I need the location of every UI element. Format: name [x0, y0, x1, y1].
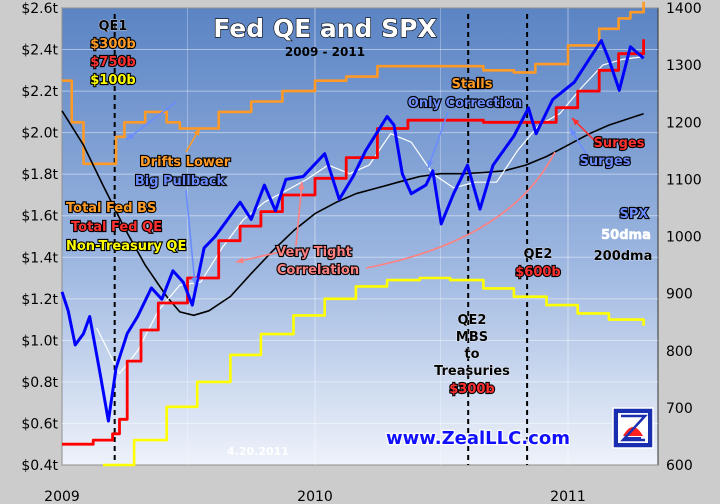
legend-50dma: 50dma	[601, 228, 651, 243]
annotation-arrows	[125, 101, 597, 286]
qe2-amount-600: $600b	[515, 265, 561, 280]
chart-title: Fed QE and SPX	[213, 14, 437, 43]
y-left-tick-label: $2.4t	[21, 43, 58, 59]
y-right-tick-label: 1300	[666, 58, 702, 74]
y-right-tick-label: 700	[666, 401, 693, 417]
plot-area	[61, 7, 659, 466]
brand-url: www.ZealLLC.com	[386, 428, 570, 449]
y-left-tick-label: $2.6t	[21, 1, 58, 17]
legend-total-fed-bs: Total Fed BS	[66, 201, 156, 216]
surges-blue-label: Surges	[580, 154, 631, 169]
legend-non-treasury-qe: Non-Treasury QE	[66, 239, 186, 254]
y-left-tick-label: $2.2t	[21, 84, 58, 100]
gridlines	[61, 7, 658, 466]
event-lines	[113, 14, 529, 465]
qe1-amount-100: $100b	[90, 73, 136, 88]
arrow-tight-curve	[365, 151, 556, 269]
y-right-tick-label: 1400	[666, 1, 702, 17]
y-left-tick-label: $1.4t	[21, 250, 58, 266]
qe2-label: QE2	[524, 247, 553, 262]
series-line-non-treasury-qe	[102, 276, 645, 467]
drifts-lower-label: Drifts Lower	[140, 155, 231, 170]
qe2-mbs-label: QE2	[458, 313, 487, 328]
date-stamp: 4.20.2011	[227, 445, 289, 458]
y-left-tick-label: $1.2t	[21, 292, 58, 308]
to-label: to	[464, 347, 479, 362]
arrow-stalls-fed-head	[126, 133, 134, 140]
correlation-label: Correlation	[277, 263, 359, 278]
arrow-tight-1-head	[236, 257, 244, 264]
qe1-amount-750: $750b	[90, 55, 136, 70]
series-line-total-fed-qe	[62, 39, 645, 446]
y-left-tick-label: $0.8t	[21, 375, 58, 391]
y-right-tick-label: 1000	[666, 230, 702, 246]
y-left-tick-label: $2.0t	[21, 126, 58, 142]
treasuries-label: Treasuries	[434, 364, 510, 379]
axis-ticks: $0.4t $0.6t $0.8t $1.0t $1.2t $1.4t $1.6t $1.8t…	[21, 1, 701, 504]
y-left-tick-label: $1.0t	[21, 333, 58, 349]
x-tick-label: 2010	[297, 489, 333, 504]
brand-logo	[612, 407, 654, 449]
y-left-tick-label: $0.4t	[21, 458, 58, 474]
chart-subtitle: 2009 - 2011	[285, 45, 365, 59]
y-right-tick-label: 1200	[666, 115, 702, 131]
legend-total-fed-qe: Total Fed QE	[71, 220, 162, 235]
arrow-tight-2-head	[298, 182, 305, 190]
arrow-drifts-lower-head	[193, 128, 200, 136]
x-tick-label: 2011	[550, 489, 586, 504]
y-right-tick-label: 600	[666, 458, 693, 474]
very-tight-label: Very Tight	[276, 245, 352, 260]
legend-spx: SPX	[620, 207, 649, 222]
arrow-big-pullback	[185, 189, 196, 286]
qe1-amount-300: $300b	[90, 37, 136, 52]
stalls-label: Stalls	[452, 77, 493, 92]
arrow-surges-red-head	[572, 118, 580, 126]
arrow-tight-2	[295, 181, 303, 247]
mbs-label: MBS	[456, 330, 488, 345]
series-line-total-fed-bs	[62, 1, 645, 166]
legend-200dma: 200dma	[594, 249, 653, 264]
series-lines	[60, 1, 645, 467]
y-left-tick-label: $1.6t	[21, 209, 58, 225]
surges-red-label: Surges	[594, 136, 645, 151]
qe2-mbs-amount-300: $300b	[449, 382, 495, 397]
x-tick-label: 2009	[44, 489, 80, 504]
big-pullback-label: Big Pullback	[135, 174, 226, 189]
series-line-200dma	[61, 110, 644, 317]
qe1-label: QE1	[99, 19, 128, 34]
arrow-big-pullback-head	[191, 277, 198, 285]
arrow-only-correction-head	[427, 160, 434, 168]
series-line-spx	[60, 39, 645, 423]
y-left-tick-label: $0.6t	[21, 416, 58, 432]
y-right-tick-label: 900	[666, 287, 693, 303]
y-left-tick-label: $1.8t	[21, 167, 58, 183]
arrow-only-correction	[427, 111, 449, 169]
y-right-tick-label: 800	[666, 344, 693, 360]
y-right-tick-label: 1100	[666, 172, 702, 188]
only-correction-label: Only Correction	[408, 96, 522, 111]
arrow-tight-1	[235, 251, 281, 263]
arrow-surges-blue-head	[570, 128, 577, 136]
arrow-stalls-fed	[125, 101, 177, 141]
